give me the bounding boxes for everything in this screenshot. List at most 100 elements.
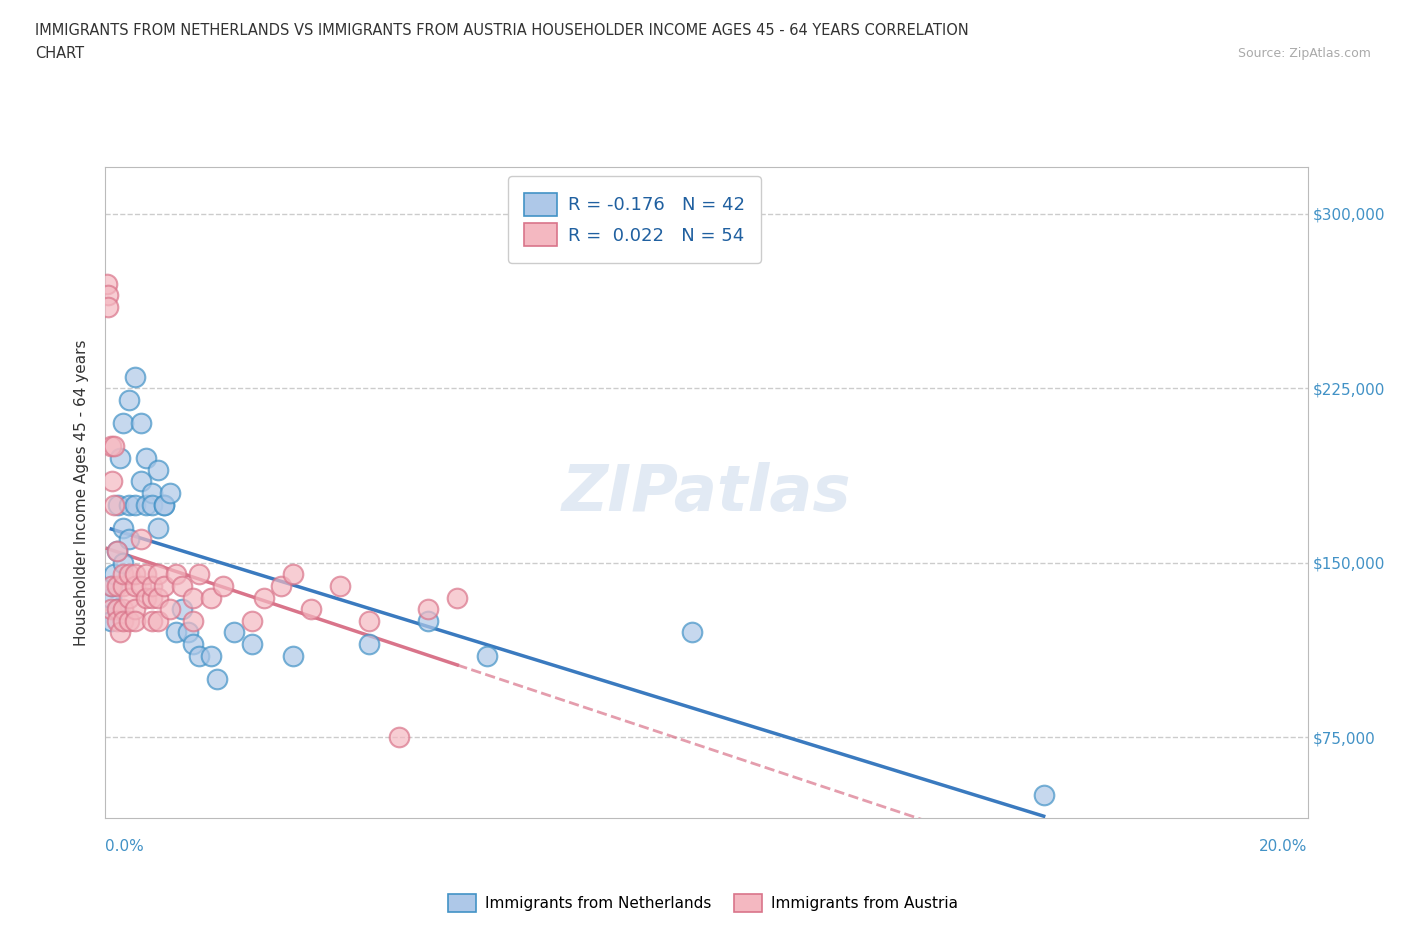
Point	[103, 567, 125, 582]
Point	[165, 625, 187, 640]
Point	[112, 555, 135, 570]
Point	[148, 591, 170, 605]
Point	[124, 614, 146, 629]
Text: CHART: CHART	[35, 46, 84, 61]
Point	[165, 567, 187, 582]
Point	[124, 602, 146, 617]
Point	[475, 648, 498, 663]
Point	[183, 591, 205, 605]
Point	[118, 567, 141, 582]
Point	[183, 614, 205, 629]
Point	[148, 567, 170, 582]
Point	[101, 474, 124, 489]
Point	[1032, 788, 1054, 803]
Point	[129, 474, 152, 489]
Point	[100, 602, 122, 617]
Point	[141, 614, 163, 629]
Point	[124, 369, 146, 384]
Point	[270, 578, 292, 593]
Point	[200, 648, 222, 663]
Point	[118, 392, 141, 407]
Point	[100, 439, 122, 454]
Point	[105, 614, 128, 629]
Point	[105, 578, 128, 593]
Point	[141, 591, 163, 605]
Point	[153, 498, 176, 512]
Point	[200, 591, 222, 605]
Point	[141, 485, 163, 500]
Text: IMMIGRANTS FROM NETHERLANDS VS IMMIGRANTS FROM AUSTRIA HOUSEHOLDER INCOME AGES 4: IMMIGRANTS FROM NETHERLANDS VS IMMIGRANT…	[35, 23, 969, 38]
Point	[124, 498, 146, 512]
Point	[108, 451, 131, 466]
Point	[153, 498, 176, 512]
Point	[153, 578, 176, 593]
Point	[105, 602, 128, 617]
Point	[141, 578, 163, 593]
Point	[124, 567, 146, 582]
Point	[107, 498, 129, 512]
Point	[205, 671, 228, 686]
Point	[359, 614, 381, 629]
Point	[135, 451, 157, 466]
Point	[129, 416, 152, 431]
Point	[299, 602, 322, 617]
Point	[211, 578, 233, 593]
Point	[281, 567, 304, 582]
Point	[681, 625, 703, 640]
Point	[103, 439, 125, 454]
Point	[105, 544, 128, 559]
Point	[148, 521, 170, 536]
Point	[224, 625, 246, 640]
Point	[129, 532, 152, 547]
Text: 20.0%: 20.0%	[1260, 839, 1308, 854]
Point	[253, 591, 276, 605]
Point	[100, 614, 122, 629]
Text: ZIPatlas: ZIPatlas	[562, 462, 851, 524]
Point	[170, 578, 193, 593]
Point	[159, 485, 181, 500]
Point	[97, 299, 120, 314]
Point	[118, 532, 141, 547]
Point	[100, 591, 122, 605]
Point	[329, 578, 352, 593]
Point	[108, 625, 131, 640]
Point	[112, 602, 135, 617]
Point	[97, 288, 120, 303]
Point	[281, 648, 304, 663]
Point	[129, 578, 152, 593]
Point	[118, 498, 141, 512]
Point	[188, 648, 211, 663]
Point	[188, 567, 211, 582]
Point	[118, 591, 141, 605]
Point	[141, 498, 163, 512]
Point	[96, 276, 118, 291]
Point	[388, 730, 411, 745]
Point	[135, 567, 157, 582]
Legend: R = -0.176   N = 42, R =  0.022   N = 54: R = -0.176 N = 42, R = 0.022 N = 54	[508, 177, 761, 262]
Point	[159, 602, 181, 617]
Point	[105, 544, 128, 559]
Point	[135, 591, 157, 605]
Text: 0.0%: 0.0%	[105, 839, 145, 854]
Point	[148, 462, 170, 477]
Point	[170, 602, 193, 617]
Legend: Immigrants from Netherlands, Immigrants from Austria: Immigrants from Netherlands, Immigrants …	[441, 888, 965, 918]
Point	[446, 591, 468, 605]
Point	[112, 416, 135, 431]
Text: Source: ZipAtlas.com: Source: ZipAtlas.com	[1237, 46, 1371, 60]
Y-axis label: Householder Income Ages 45 - 64 years: Householder Income Ages 45 - 64 years	[75, 339, 90, 646]
Point	[176, 625, 198, 640]
Point	[100, 578, 122, 593]
Point	[118, 614, 141, 629]
Point	[240, 614, 263, 629]
Point	[416, 614, 439, 629]
Point	[112, 567, 135, 582]
Point	[135, 498, 157, 512]
Point	[112, 578, 135, 593]
Point	[240, 637, 263, 652]
Point	[112, 614, 135, 629]
Point	[103, 498, 125, 512]
Point	[148, 614, 170, 629]
Point	[416, 602, 439, 617]
Point	[124, 578, 146, 593]
